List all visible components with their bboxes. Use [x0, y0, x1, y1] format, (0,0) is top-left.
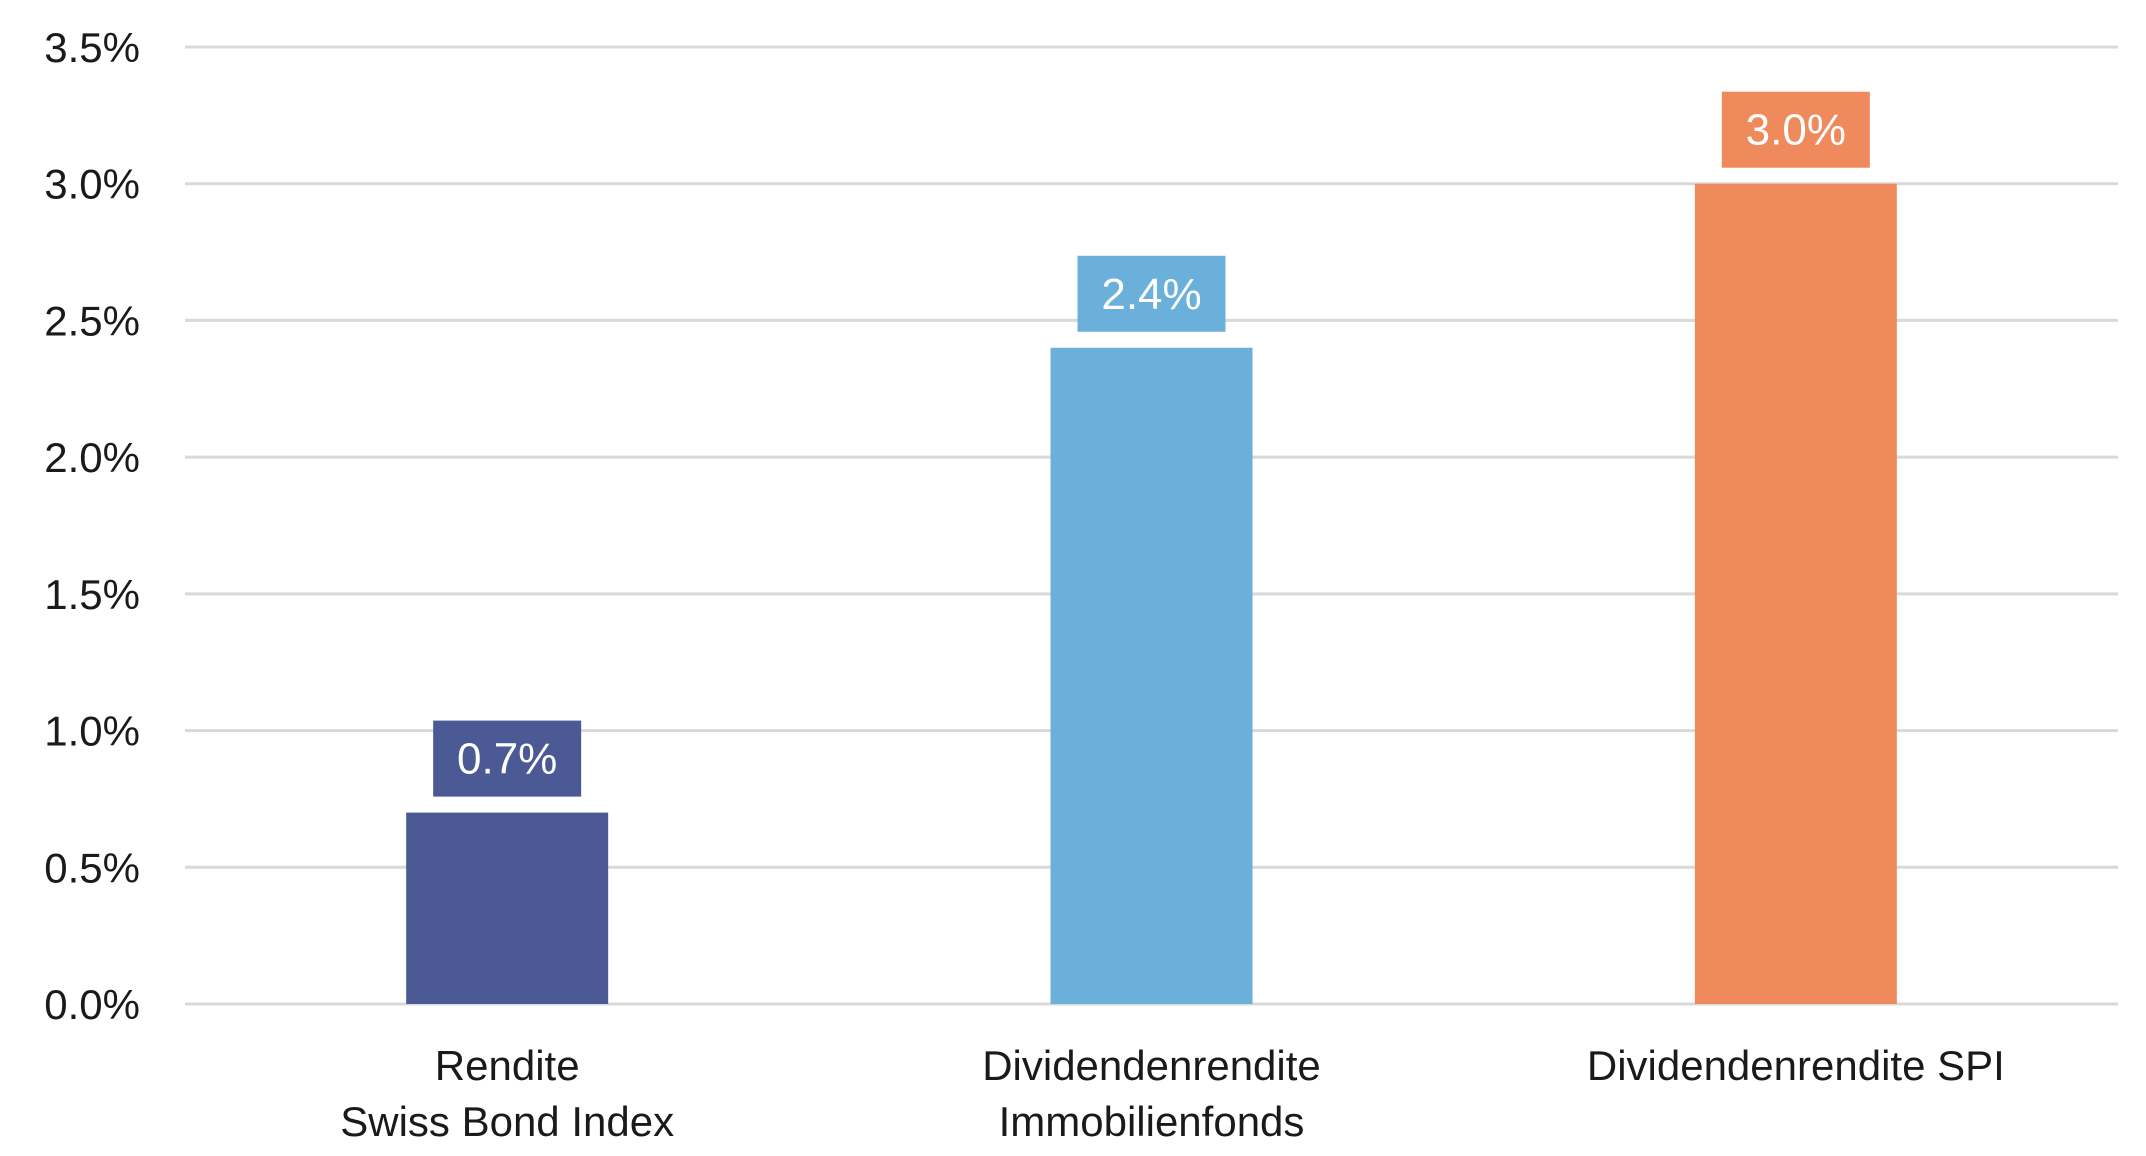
bars [406, 183, 1897, 1004]
category-label: Dividendenrendite [982, 1042, 1321, 1089]
data-label: 0.7% [457, 735, 557, 784]
category-label: Dividendenrendite SPI [1587, 1042, 2005, 1089]
y-tick-label: 3.5% [44, 24, 140, 71]
data-label: 3.0% [1746, 106, 1846, 155]
category-label: Immobilienfonds [999, 1098, 1305, 1145]
category-label: Rendite [435, 1042, 580, 1089]
y-axis-tick-labels: 0.0% 0.5% 1.0% 1.5% 2.0% 2.5% 3.0% 3.5% [44, 24, 140, 1028]
y-tick-label: 2.5% [44, 297, 140, 344]
bar [1050, 347, 1253, 1004]
y-tick-label: 1.5% [44, 571, 140, 618]
y-tick-label: 0.5% [44, 844, 140, 891]
data-label-box [1721, 91, 1870, 168]
data-label: 2.4% [1101, 270, 1201, 319]
data-label-box [1077, 255, 1226, 332]
category-label: Swiss Bond Index [340, 1098, 674, 1145]
data-label-box [433, 720, 582, 797]
bar [1694, 183, 1897, 1004]
y-tick-label: 3.0% [44, 161, 140, 208]
y-tick-label: 2.0% [44, 434, 140, 481]
data-labels: 0.7% 2.4% 3.0% [433, 91, 1870, 797]
y-tick-label: 0.0% [44, 981, 140, 1028]
category-labels: Rendite Swiss Bond Index Dividendenrendite… [340, 1042, 2005, 1145]
y-tick-label: 1.0% [44, 708, 140, 755]
bar [406, 812, 609, 1004]
